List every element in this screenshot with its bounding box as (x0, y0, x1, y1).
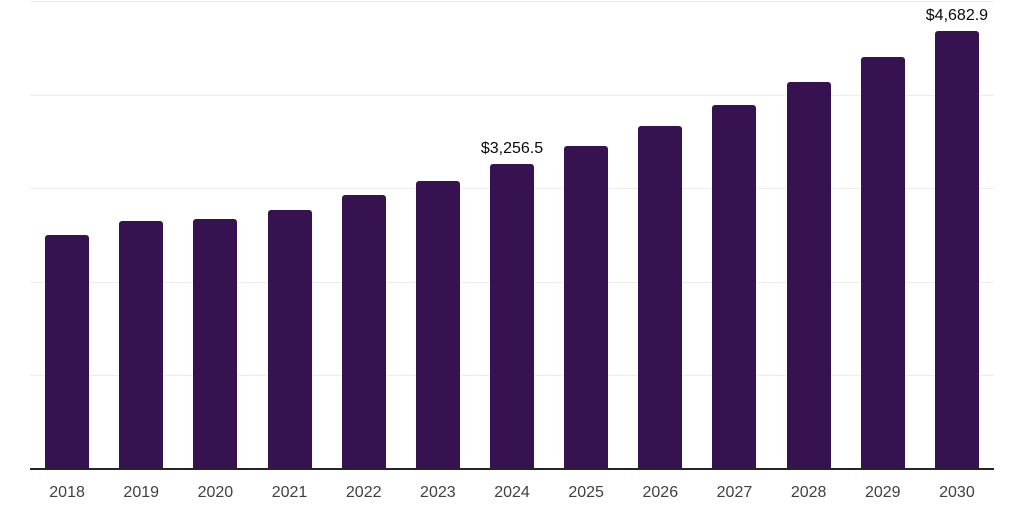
x-tick-2024: 2024 (494, 484, 530, 501)
x-tick-2025: 2025 (568, 484, 604, 501)
bar-2028 (786, 81, 831, 469)
bar-2023 (415, 180, 460, 469)
bar-2029 (860, 57, 905, 469)
bar-2027 (712, 105, 757, 469)
bar-2022 (341, 195, 386, 469)
bar-2026 (638, 125, 683, 469)
x-tick-2023: 2023 (420, 484, 456, 501)
bar-2021 (267, 210, 312, 469)
x-tick-2022: 2022 (345, 484, 382, 501)
x-tick-2029: 2029 (864, 484, 901, 501)
x-tick-2021: 2021 (271, 484, 308, 501)
bar-2025 (564, 146, 609, 469)
x-axis-line (30, 468, 994, 470)
x-tick-2027: 2027 (716, 484, 753, 501)
x-tick-2026: 2026 (642, 484, 679, 501)
gridline-4000 (30, 94, 994, 96)
bar-2024 (490, 164, 534, 469)
bar-2019 (119, 220, 164, 469)
x-tick-2019: 2019 (123, 484, 160, 501)
bar-2018 (45, 235, 90, 469)
gridline-5000 (30, 1, 994, 2)
data-label-2024: $3,256.5 (480, 140, 544, 158)
bar-2020 (193, 219, 238, 469)
x-tick-2030: 2030 (939, 484, 975, 501)
x-tick-2018: 2018 (49, 484, 85, 501)
bar-2030 (934, 30, 979, 469)
data-label-2030: $4,682.9 (925, 6, 989, 24)
x-tick-2020: 2020 (197, 484, 234, 501)
x-tick-2028: 2028 (790, 484, 827, 501)
